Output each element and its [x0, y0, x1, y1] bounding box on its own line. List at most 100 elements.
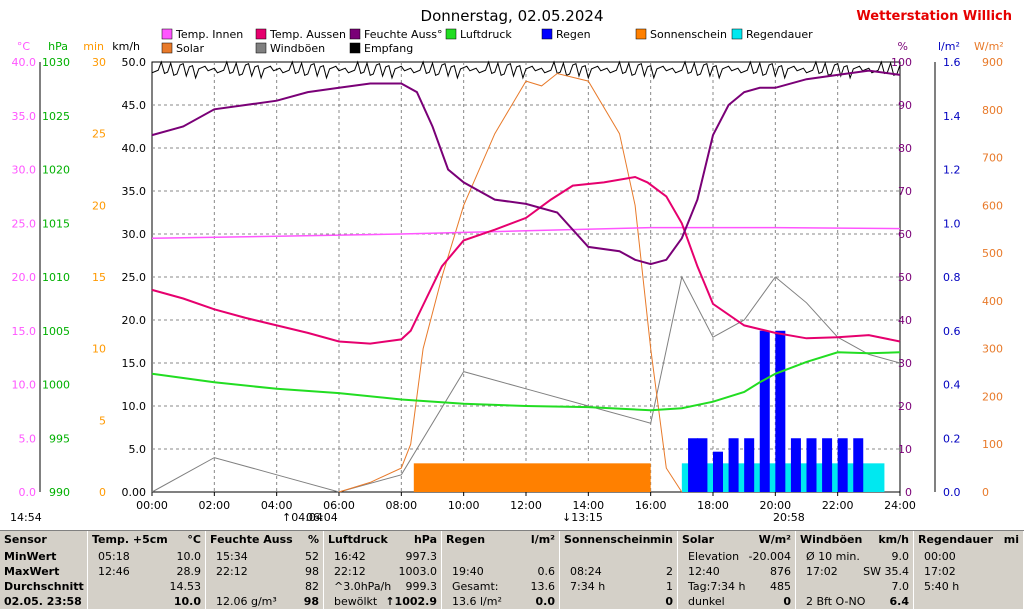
rain-tick-label: 1.4 [943, 110, 961, 123]
cell-value: 10.0 [176, 550, 202, 563]
col-solar: Solar W/m² Elevation -20.004 12:40 876 Tag:7:3… [678, 531, 796, 609]
solar-tick-label: 0 [982, 486, 989, 499]
minutes-tick-label: 25 [92, 128, 106, 141]
pressure-tick-label: 995 [49, 432, 70, 445]
minutes-unit: min [83, 40, 104, 53]
legend-label: Regen [556, 28, 591, 41]
percent-tick-label: 90 [898, 99, 912, 112]
legend-swatch [161, 42, 173, 54]
temp-tick-label: 25.0 [12, 217, 37, 230]
table-row: 17:02 [918, 565, 1019, 579]
table-row: Gesamt: 13.6 [446, 580, 555, 594]
cell-label: Gesamt: [452, 580, 499, 593]
pressure-tick-label: 1000 [42, 379, 70, 392]
col-sensor: Sensor MinWert MaxWert Durchschnitt 02.0… [0, 531, 88, 609]
wind-tick-label: 10.0 [122, 400, 147, 413]
series-windboeen [151, 275, 901, 493]
pressure-tick-label: 1015 [42, 217, 70, 230]
table-row: 10.0 [92, 595, 201, 609]
legend-swatch [255, 42, 267, 54]
pressure-tick-label: 1030 [42, 56, 70, 69]
x-tick-label: 06:00 [323, 499, 355, 512]
percent-tick-label: 60 [898, 228, 912, 241]
legend-swatch [731, 28, 743, 40]
bar-regen [759, 330, 770, 492]
temp-tick-label: 40.0 [12, 56, 37, 69]
summary-table: Sensor MinWert MaxWert Durchschnitt 02.0… [0, 530, 1024, 609]
col-head-label: Luftdruck [328, 533, 388, 546]
legend-swatch [445, 28, 457, 40]
cell-label: 19:40 [452, 565, 484, 578]
series-luftdruck [151, 351, 901, 412]
legend-swatch [161, 28, 173, 40]
cell-value: 0.0 [535, 595, 556, 608]
solar-tick-label: 700 [982, 152, 1003, 165]
station-name: Wetterstation Willich [856, 9, 1012, 24]
x-tick-label: 18:00 [697, 499, 729, 512]
wind-unit: km/h [112, 40, 140, 53]
series-solar [338, 72, 683, 493]
series-feuchte [151, 69, 901, 266]
cell-value: 0.6 [537, 565, 556, 578]
percent-unit: % [898, 40, 908, 53]
x-tick-label: 12:00 [510, 499, 542, 512]
col-head-unit: hPa [413, 533, 437, 546]
bar-sonnenschein [413, 463, 651, 492]
pressure-tick-label: 1010 [42, 271, 70, 284]
col-head-unit: km/h [878, 533, 909, 546]
legend-label: Empfang [364, 42, 413, 55]
cell-value: 98 [305, 565, 319, 578]
table-row: 12:40 876 [682, 565, 791, 579]
temp-tick-label: 30.0 [12, 164, 37, 177]
table-row: 12.06 g/m³ 98 [210, 595, 319, 609]
cell-label: 5:40 h [924, 580, 960, 593]
row-label: MinWert [4, 550, 57, 563]
table-row: 17:02 SW 35.4 [800, 565, 909, 579]
time-marker: 06:04 [306, 511, 338, 524]
solar-tick-label: 400 [982, 295, 1003, 308]
legend-label: Solar [176, 42, 205, 55]
col-head-unit: W/m² [758, 533, 791, 546]
cell-value: SW 35.4 [863, 565, 909, 578]
table-row: 22:12 98 [210, 565, 319, 579]
legend-label: Temp. Aussen [269, 28, 346, 41]
wind-tick-label: 40.0 [122, 142, 147, 155]
col-rain: Regen l/m² 19:40 0.6 Gesamt: 13.6 13.6 l/m² 0.0 [442, 531, 560, 609]
series-temp-innen [151, 226, 901, 240]
table-row: Elevation -20.004 [682, 550, 791, 564]
bar-regen [790, 438, 801, 492]
wind-tick-label: 5.0 [129, 443, 147, 456]
rain-tick-label: 0.0 [943, 486, 961, 499]
cell-label: 7:34 h [570, 580, 606, 593]
cell-label: 22:12 [334, 565, 366, 578]
bar-regen [822, 438, 833, 492]
temp-tick-label: 15.0 [12, 325, 37, 338]
cell-value: 0 [783, 595, 791, 608]
solar-unit: W/m² [974, 40, 1004, 53]
time-marker: ↓13:15 [562, 511, 603, 524]
cell-value: 13.6 [530, 580, 556, 593]
legend-label: Windböen [270, 42, 325, 55]
col-head-label: Feuchte Auss [210, 533, 293, 546]
pressure-tick-label: 1005 [42, 325, 70, 338]
temp-tick-label: 10.0 [12, 379, 37, 392]
solar-tick-label: 300 [982, 343, 1003, 356]
cell-label: 22:12 [216, 565, 248, 578]
col-head-unit: min [649, 533, 673, 546]
cell-label: 12:40 [688, 565, 720, 578]
legend-swatch [635, 28, 647, 40]
wind-tick-label: 15.0 [122, 357, 147, 370]
cell-value: 10.0 [173, 595, 201, 608]
table-row: 0 [564, 595, 673, 609]
cell-label: dunkel [688, 595, 725, 608]
table-row: 16:42 997.3 [328, 550, 437, 564]
rain-tick-label: 0.8 [943, 271, 961, 284]
cell-label: 12.06 g/m³ [216, 595, 277, 608]
percent-tick-label: 70 [898, 185, 912, 198]
col-head: Solar W/m² [682, 533, 791, 546]
rain-tick-label: 1.2 [943, 164, 961, 177]
cell-label: ^3.0hPa/h [334, 580, 392, 593]
legend-label: Temp. Innen [175, 28, 243, 41]
table-row: Ø 10 min. 9.0 [800, 550, 909, 564]
series-empfang [151, 60, 901, 80]
